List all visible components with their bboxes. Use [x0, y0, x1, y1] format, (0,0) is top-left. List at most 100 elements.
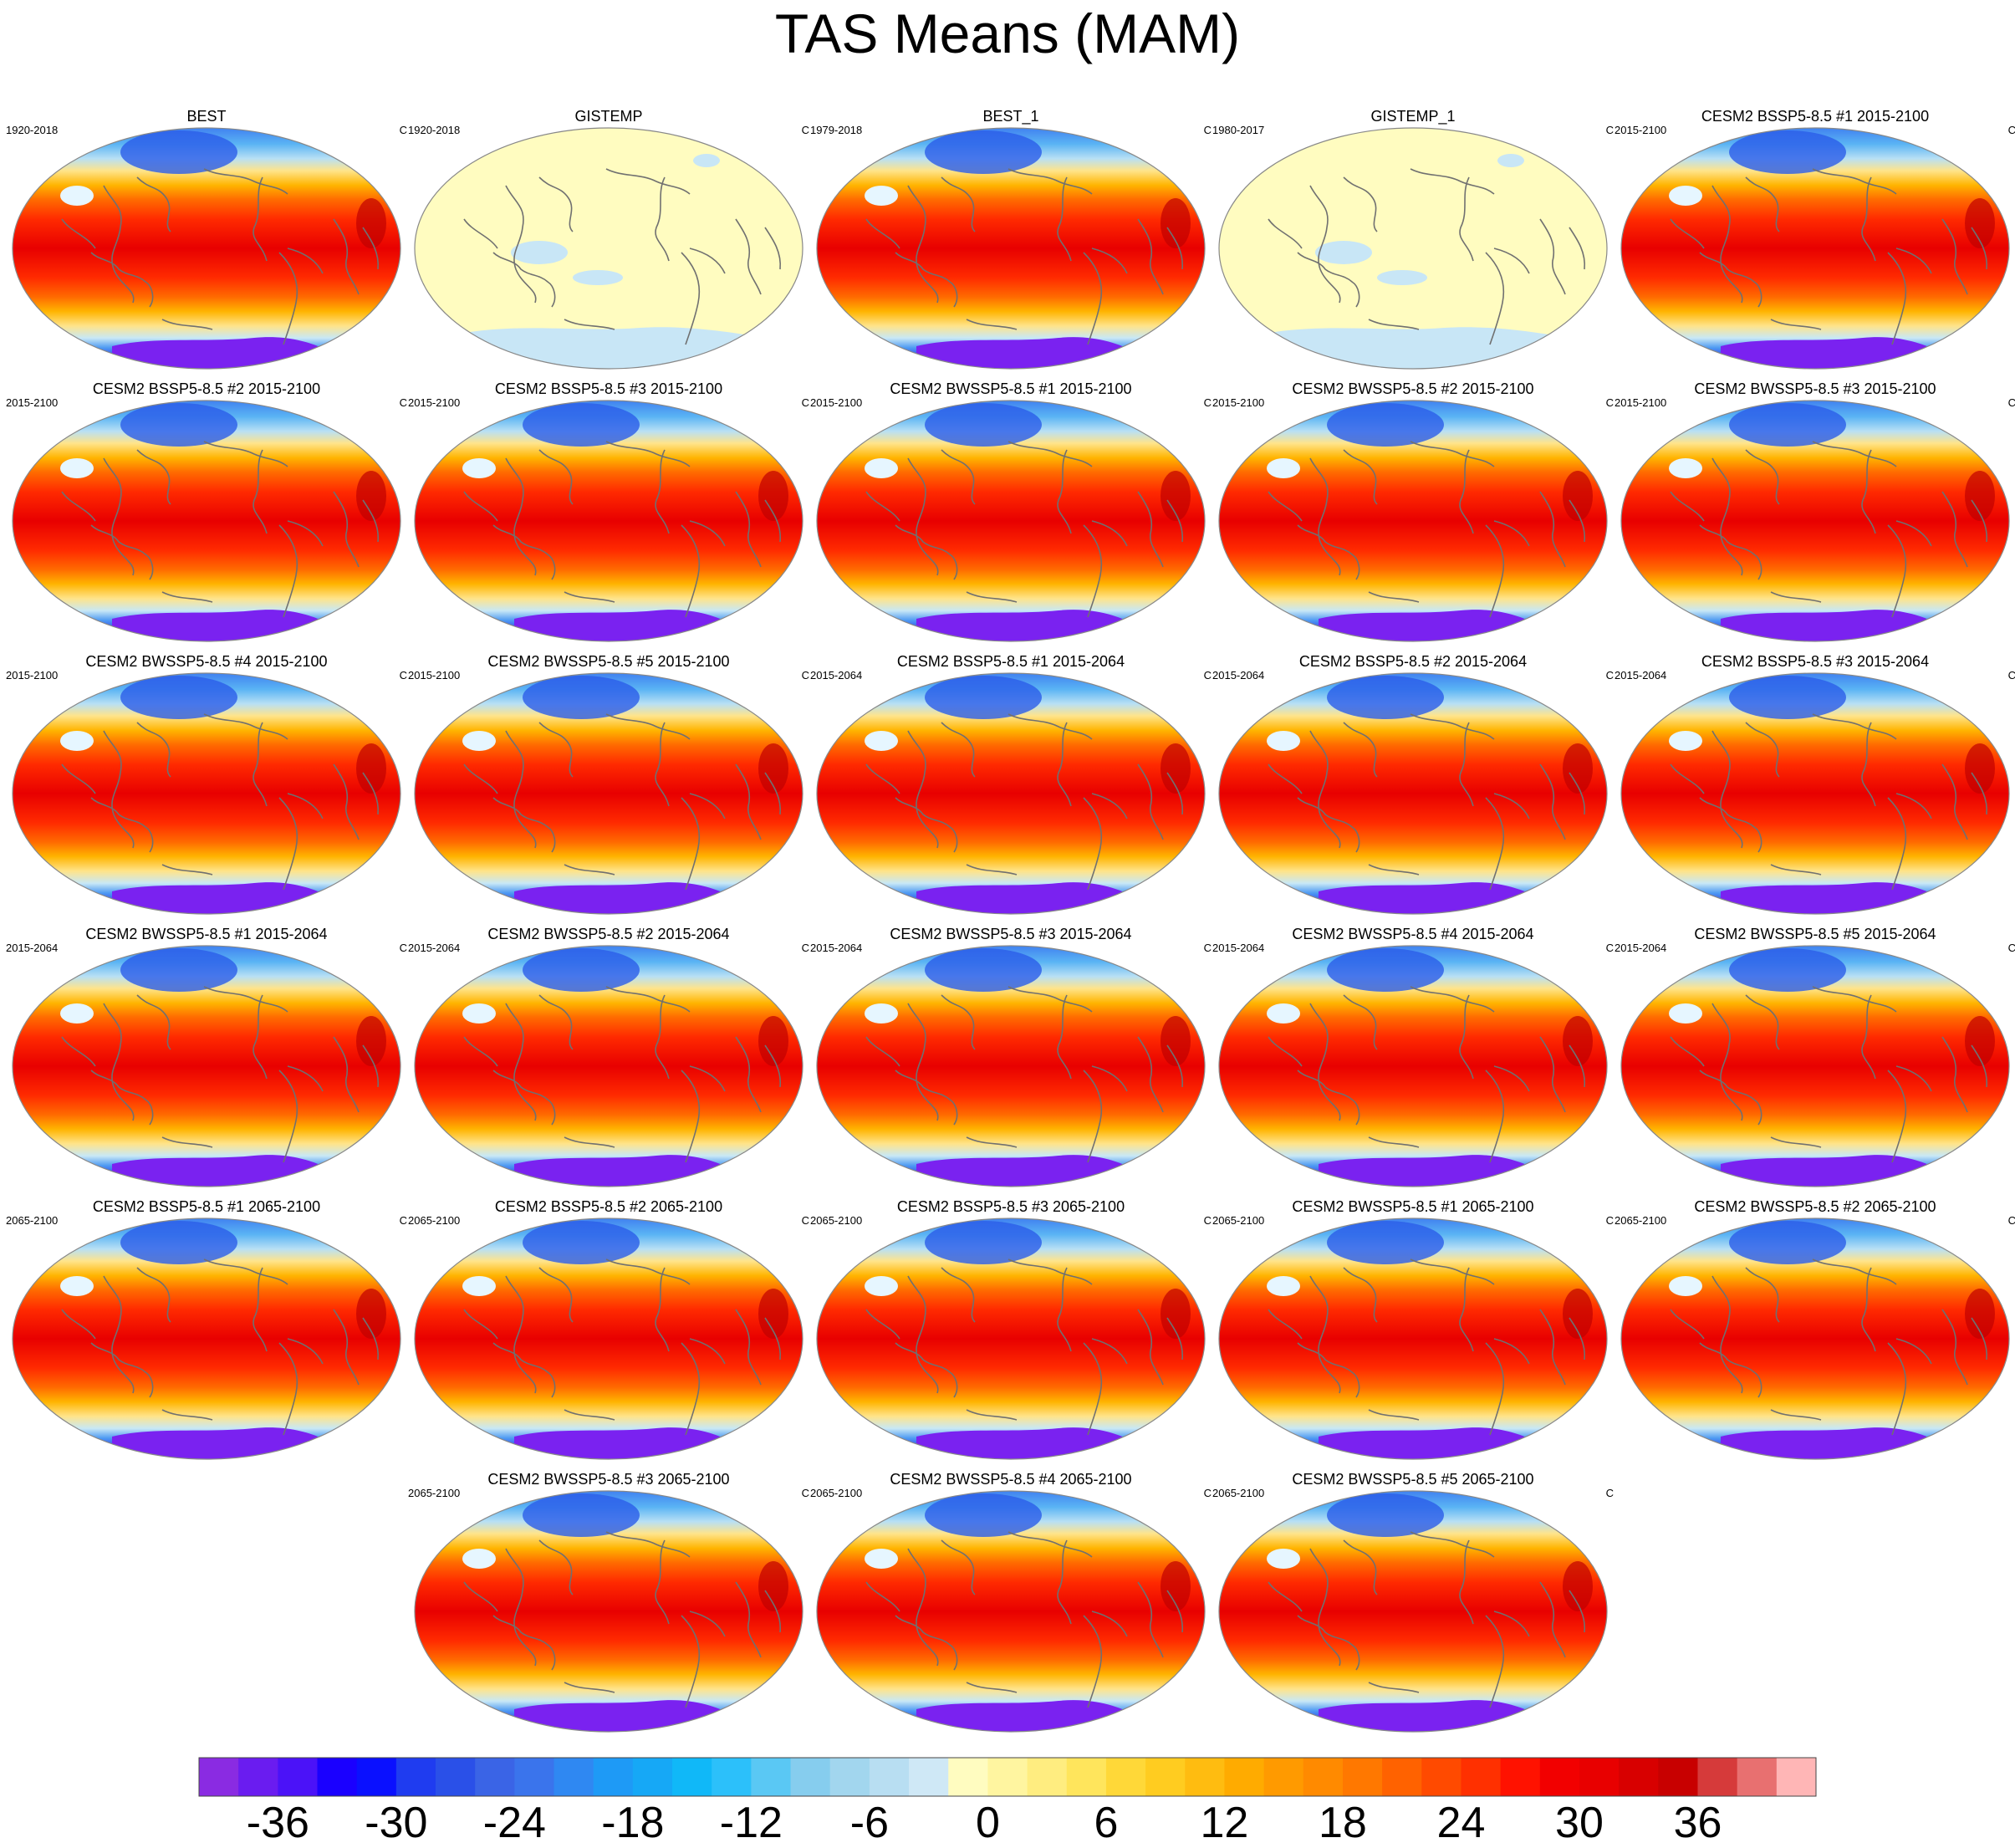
colorbar-swatch — [632, 1758, 673, 1796]
colorbar-swatch — [278, 1758, 319, 1796]
map-panel: CESM2 BSSP5-8.5 #3 2015-2100 2015-2100 C — [408, 380, 809, 647]
colorbar-tick-label: 0 — [975, 1799, 1000, 1847]
panel-period: 2015-2100 — [408, 669, 461, 682]
colorbar-swatch — [436, 1758, 476, 1796]
panel-period: 1979-2018 — [810, 124, 863, 136]
panel-title: BEST — [186, 108, 227, 125]
colorbar-swatch — [1539, 1758, 1580, 1796]
panel-units: C — [2007, 396, 2015, 409]
panel-period: 2015-2064 — [408, 942, 461, 954]
panel-period: 2015-2064 — [1615, 942, 1667, 954]
colorbar-swatch — [199, 1758, 239, 1796]
panel-title: CESM2 BWSSP5-8.5 #5 2015-2100 — [487, 653, 730, 670]
colorbar-swatch — [1224, 1758, 1265, 1796]
colorbar-swatch — [1342, 1758, 1383, 1796]
colorbar-tick-label: 18 — [1319, 1799, 1367, 1847]
colorbar-tick-label: 30 — [1555, 1799, 1604, 1847]
map-image — [414, 1490, 803, 1733]
colorbar-swatch — [869, 1758, 910, 1796]
colorbar-tick-label: 36 — [1673, 1799, 1722, 1847]
map-image — [1620, 672, 2010, 915]
map-image — [1218, 400, 1608, 642]
map-panel: CESM2 BSSP5-8.5 #2 2015-2100 2015-2100 C — [6, 380, 407, 647]
map-image — [816, 945, 1206, 1187]
panel-title: CESM2 BWSSP5-8.5 #1 2015-2100 — [890, 380, 1132, 397]
panel-units: C — [1605, 669, 1614, 682]
colorbar-swatch — [712, 1758, 752, 1796]
colorbar-swatch — [514, 1758, 555, 1796]
panel-title: CESM2 BSSP5-8.5 #1 2015-2100 — [1701, 108, 1930, 125]
panel-title: BEST_1 — [982, 108, 1039, 125]
panel-title: CESM2 BWSSP5-8.5 #4 2015-2064 — [1292, 926, 1534, 942]
map-image — [1218, 945, 1608, 1187]
panel-title: CESM2 BWSSP5-8.5 #5 2065-2100 — [1292, 1471, 1534, 1488]
panel-period: 2065-2100 — [810, 1214, 863, 1227]
panel-title: CESM2 BWSSP5-8.5 #1 2015-2064 — [85, 926, 328, 942]
colorbar-swatch — [1776, 1758, 1817, 1796]
panel-units: C — [1203, 1487, 1212, 1499]
colorbar-swatch — [1421, 1758, 1462, 1796]
panel-period: 2015-2064 — [6, 942, 59, 954]
panel-units: C — [1203, 669, 1212, 682]
panel-title: CESM2 BWSSP5-8.5 #3 2065-2100 — [487, 1471, 730, 1488]
panel-period: 2065-2100 — [408, 1214, 461, 1227]
panel-units: C — [801, 1487, 809, 1499]
colorbar-swatch — [475, 1758, 515, 1796]
map-image — [816, 127, 1206, 370]
panel-title: CESM2 BSSP5-8.5 #3 2065-2100 — [896, 1198, 1125, 1215]
panel-period: 2015-2100 — [408, 396, 461, 409]
map-image — [1620, 945, 2010, 1187]
panel-title: GISTEMP_1 — [1370, 108, 1456, 125]
map-panel: CESM2 BWSSP5-8.5 #5 2065-2100 2065-2100 C — [1212, 1470, 1614, 1738]
panel-period: 2065-2100 — [6, 1214, 59, 1227]
panel-units: C — [399, 942, 407, 954]
panel-title: CESM2 BWSSP5-8.5 #1 2065-2100 — [1292, 1198, 1534, 1215]
map-image — [12, 945, 401, 1187]
colorbar-swatch — [1697, 1758, 1738, 1796]
colorbar-swatch — [1263, 1758, 1304, 1796]
map-panel: CESM2 BSSP5-8.5 #1 2015-2100 2015-2100 C — [1615, 107, 2015, 375]
colorbar-swatch — [1658, 1758, 1698, 1796]
map-image — [1620, 1218, 2010, 1460]
colorbar-swatch — [909, 1758, 949, 1796]
map-panel: CESM2 BWSSP5-8.5 #3 2065-2100 2065-2100 C — [408, 1470, 809, 1738]
panel-title: CESM2 BSSP5-8.5 #2 2015-2064 — [1298, 653, 1528, 670]
colorbar-swatch — [672, 1758, 712, 1796]
map-image — [816, 400, 1206, 642]
map-panel: BEST_1 1979-2018 C — [810, 107, 1212, 375]
colorbar-swatch — [987, 1758, 1028, 1796]
colorbar-swatch — [1382, 1758, 1422, 1796]
panel-period: 2015-2100 — [1615, 124, 1667, 136]
map-image — [1620, 127, 2010, 370]
panel-period: 2065-2100 — [1615, 1214, 1667, 1227]
panel-units: C — [1605, 1487, 1614, 1499]
colorbar-tick-label: -18 — [601, 1799, 665, 1847]
panel-units: C — [1605, 1214, 1614, 1227]
map-image — [1218, 1218, 1608, 1460]
map-image — [414, 672, 803, 915]
panel-period: 2015-2064 — [1615, 669, 1667, 682]
colorbar-tick-label: -30 — [365, 1799, 428, 1847]
figure-title: TAS Means (MAM) — [774, 3, 1241, 64]
panel-period: 1980-2017 — [1212, 124, 1265, 136]
map-image — [1218, 672, 1608, 915]
map-image — [414, 127, 803, 370]
map-image — [12, 672, 401, 915]
panel-title: CESM2 BWSSP5-8.5 #5 2015-2064 — [1694, 926, 1936, 942]
panel-units: C — [801, 124, 809, 136]
panel-period: 2015-2100 — [6, 396, 59, 409]
colorbar-swatch — [1737, 1758, 1778, 1796]
panel-units: C — [801, 942, 809, 954]
colorbar-swatch — [751, 1758, 792, 1796]
panel-title: GISTEMP — [574, 108, 643, 125]
map-panel: CESM2 BWSSP5-8.5 #5 2015-2100 2015-2100 C — [408, 652, 809, 920]
panel-units: C — [399, 124, 407, 136]
map-panel: BEST 1920-2018 C — [6, 107, 407, 375]
colorbar-swatch — [553, 1758, 594, 1796]
panel-units: C — [2007, 1214, 2015, 1227]
map-panel: CESM2 BWSSP5-8.5 #1 2015-2064 2015-2064 C — [6, 925, 407, 1192]
map-panel: CESM2 BWSSP5-8.5 #1 2065-2100 2065-2100 C — [1212, 1197, 1614, 1465]
panel-title: CESM2 BSSP5-8.5 #1 2015-2064 — [896, 653, 1125, 670]
panel-period: 2015-2064 — [1212, 942, 1265, 954]
